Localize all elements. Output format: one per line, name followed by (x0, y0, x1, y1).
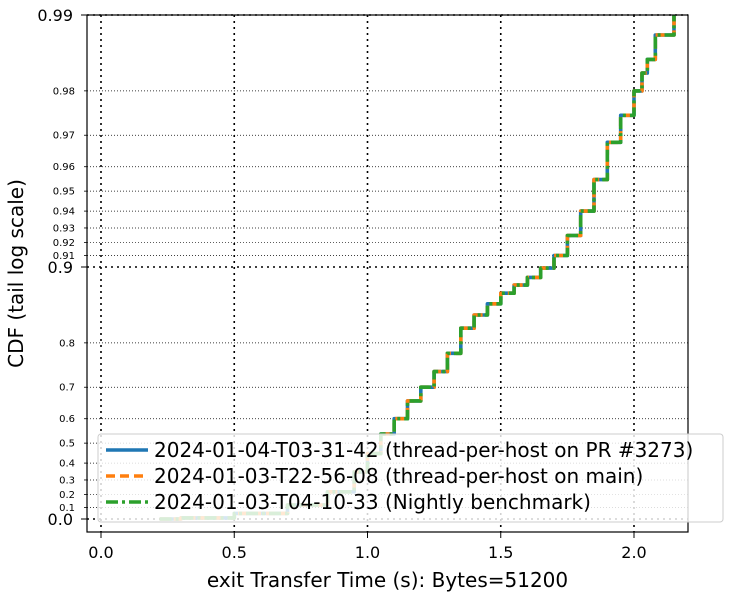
y-minor-tick-label: 0.5 (59, 439, 75, 450)
legend: 2024-01-04-T03-31-42 (thread-per-host on… (97, 433, 724, 523)
y-minor-tick-label: 0.4 (59, 459, 75, 470)
x-tick-label: 0.0 (88, 543, 113, 562)
y-minor-tick-label: 0.97 (53, 131, 75, 142)
y-minor-tick-label: 0.95 (53, 187, 75, 198)
y-axis-label: CDF (tail log scale) (4, 179, 28, 368)
y-major-tick-label: 0.99 (37, 6, 73, 25)
y-minor-tick-label: 0.8 (59, 338, 75, 349)
x-tick-label: 1.0 (355, 543, 380, 562)
x-tick-label: 2.0 (621, 543, 646, 562)
y-minor-tick-label: 0.96 (53, 162, 75, 173)
y-major-tick-label: 0.9 (48, 258, 73, 277)
y-minor-tick-label: 0.93 (53, 223, 75, 234)
y-minor-tick-label: 0.98 (53, 86, 75, 97)
y-minor-tick-label: 0.1 (59, 503, 75, 514)
y-minor-tick-label: 0.91 (53, 251, 75, 262)
legend-box (97, 433, 724, 523)
y-major-tick-label: 0.0 (48, 510, 73, 529)
x-tick-label: 0.5 (222, 543, 247, 562)
y-minor-tick-label: 0.92 (53, 238, 75, 249)
y-minor-tick-label: 0.3 (59, 475, 75, 486)
x-tick-label: 1.5 (488, 543, 513, 562)
y-minor-tick-label: 0.6 (59, 414, 75, 425)
x-axis-label: exit Transfer Time (s): Bytes=51200 (207, 568, 568, 592)
axis-ticks: 0.0 0.5 1.0 1.5 2.0 0.0 0.9 0.99 0.1 0.2 0.3 0.4 0.5… (37, 6, 646, 562)
plot-frame (86, 14, 689, 533)
y-minor-tick-label: 0.2 (59, 490, 75, 501)
legend-label: 2024-01-04-T03-31-42 (thread-per-host on… (154, 438, 693, 462)
legend-label: 2024-01-03-T04-10-33 (Nightly benchmark) (154, 490, 591, 514)
y-minor-tick-label: 0.7 (59, 383, 75, 394)
y-minor-tick-label: 0.94 (53, 207, 75, 218)
legend-label: 2024-01-03-T22-56-08 (thread-per-host on… (154, 464, 643, 488)
